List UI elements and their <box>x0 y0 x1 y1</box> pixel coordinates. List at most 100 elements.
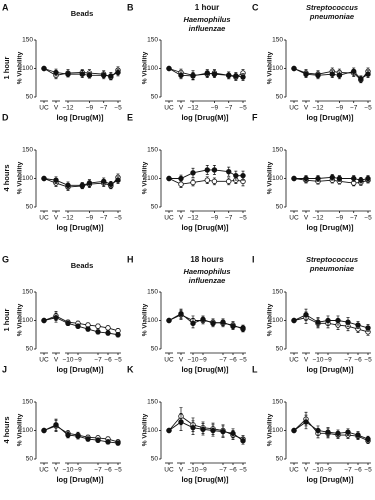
panel-title: Beads <box>71 9 94 18</box>
data-point <box>210 427 216 434</box>
x-tick-label: UC <box>289 105 299 112</box>
data-point <box>166 427 172 434</box>
y-tick-label: 100 <box>272 427 283 434</box>
y-tick-label: 100 <box>272 65 283 72</box>
x-tick-label: −7 <box>94 357 102 364</box>
x-tick-label: −9 <box>74 467 82 474</box>
data-point <box>190 179 196 186</box>
data-point <box>200 316 206 323</box>
data-point <box>204 177 210 183</box>
data-point <box>291 65 297 72</box>
y-tick-label: 150 <box>272 37 283 44</box>
data-point <box>240 325 246 331</box>
data-point <box>291 175 297 182</box>
x-tick-label: −10 <box>312 467 323 474</box>
data-point <box>41 175 47 182</box>
x-tick-label: UC <box>289 467 299 474</box>
x-tick-label: −9 <box>324 357 332 364</box>
data-point <box>115 332 121 338</box>
x-tick-label: V <box>54 467 59 474</box>
y-axis-label: % Viability <box>267 303 274 336</box>
x-tick-label: −7 <box>100 215 108 222</box>
x-axis-label: log [Drug(M)] <box>181 223 229 232</box>
x-axis-label: log [Drug(M)] <box>56 365 104 374</box>
x-tick-label: V <box>304 215 309 222</box>
data-point <box>65 71 71 77</box>
y-tick-label: 50 <box>276 94 284 101</box>
data-point <box>101 178 107 185</box>
data-point <box>115 440 121 446</box>
y-tick-label: 100 <box>22 65 33 72</box>
panel-title: influenzae <box>189 276 226 285</box>
data-point <box>220 428 226 435</box>
data-point <box>86 180 93 186</box>
data-point <box>365 325 371 331</box>
data-point <box>355 432 361 438</box>
x-tick-label: −5 <box>364 357 372 364</box>
data-point <box>95 437 101 443</box>
x-tick-label: −7 <box>225 105 233 112</box>
panel-letter: L <box>252 364 258 374</box>
data-point <box>315 72 321 79</box>
x-tick-label: −9 <box>324 467 332 474</box>
y-tick-label: 100 <box>22 427 33 434</box>
row-label: 1 hour <box>2 56 11 79</box>
data-point <box>211 178 218 185</box>
x-tick-label: −7 <box>225 215 233 222</box>
data-point <box>190 320 196 327</box>
data-point <box>358 177 364 183</box>
x-tick-label: −12 <box>312 105 323 112</box>
x-axis-label: log [Drug(M)] <box>306 365 354 374</box>
panel-letter: A <box>2 2 9 12</box>
panel-title: pneumoniae <box>309 12 354 21</box>
y-axis-label: % Viability <box>267 413 274 446</box>
y-axis-label: % Viability <box>267 161 274 194</box>
data-point <box>115 69 121 76</box>
data-point <box>315 427 321 434</box>
y-axis-label: % Viability <box>142 303 149 336</box>
data-point <box>86 72 93 79</box>
panel-title: Streptococcus <box>306 255 358 264</box>
x-tick-label: −9 <box>199 357 207 364</box>
data-point <box>240 172 246 179</box>
x-tick-label: V <box>179 105 184 112</box>
x-axis-label: log [Drug(M)] <box>306 475 354 484</box>
y-axis-label: % Viability <box>17 413 24 446</box>
y-tick-label: 150 <box>22 399 33 406</box>
panel-letter: F <box>252 112 258 122</box>
x-tick-label: −7 <box>350 105 358 112</box>
x-tick-label: −5 <box>239 105 247 112</box>
x-tick-label: −6 <box>229 357 237 364</box>
y-tick-label: 50 <box>276 346 284 353</box>
data-point <box>190 424 196 431</box>
data-point <box>365 436 371 442</box>
data-point <box>303 175 309 182</box>
x-tick-label: −9 <box>211 105 219 112</box>
y-axis-label: % Viability <box>142 51 149 84</box>
x-axis-label: log [Drug(M)] <box>306 223 354 232</box>
x-tick-label: −6 <box>104 467 112 474</box>
data-point <box>291 317 297 324</box>
x-tick-label: V <box>179 467 184 474</box>
x-tick-label: UC <box>289 357 299 364</box>
x-tick-label: −5 <box>114 105 122 112</box>
x-tick-label: UC <box>164 357 174 364</box>
x-tick-label: −5 <box>114 467 122 474</box>
data-point <box>95 329 101 335</box>
x-tick-label: −10 <box>187 467 198 474</box>
data-point <box>178 419 184 425</box>
data-point <box>365 175 371 182</box>
data-point <box>303 71 309 77</box>
data-point <box>178 175 184 182</box>
data-point <box>41 65 47 72</box>
data-point <box>336 72 343 79</box>
panel-title: Haemophilus <box>183 15 230 24</box>
data-point <box>178 310 184 317</box>
data-point <box>230 323 236 329</box>
x-tick-label: UC <box>39 215 49 222</box>
data-point <box>200 426 206 433</box>
x-tick-label: −5 <box>239 357 247 364</box>
x-tick-label: −7 <box>219 467 227 474</box>
data-point <box>204 70 210 76</box>
